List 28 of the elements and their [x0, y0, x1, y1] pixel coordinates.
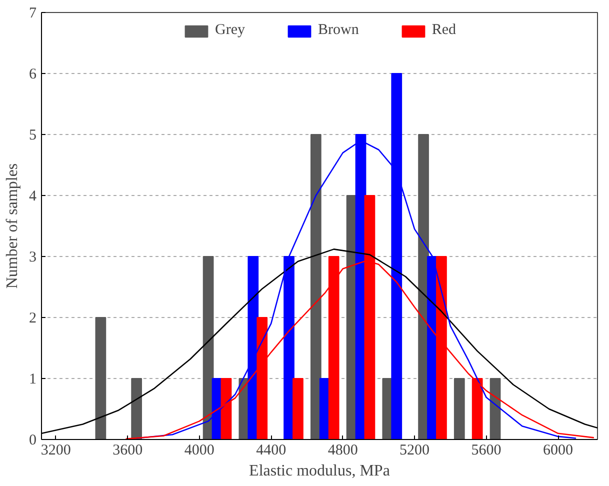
legend-label: Grey [214, 22, 245, 39]
bar [454, 378, 465, 440]
x-tick-label: 4800 [328, 442, 358, 458]
x-tick-label: 4000 [184, 442, 214, 458]
bar [202, 256, 214, 440]
legend-label: Brown [318, 22, 359, 39]
x-axis-title: Elastic modulus, MPa [249, 462, 390, 480]
x-tick-label: 5600 [471, 442, 502, 458]
bar [310, 134, 322, 440]
y-tick-label: 6 [29, 66, 37, 82]
y-tick-label: 7 [29, 6, 37, 22]
x-tick-label: 5200 [400, 442, 430, 458]
y-tick-label: 2 [29, 310, 36, 326]
x-tick-label: 4400 [256, 442, 286, 458]
x-tick-label: 3600 [112, 442, 143, 458]
bar [95, 317, 106, 440]
y-tick-label: 3 [29, 250, 36, 266]
bar [131, 378, 142, 440]
x-tick-label: 3200 [40, 442, 71, 458]
y-tick-label: 4 [29, 188, 37, 204]
y-tick-label: 5 [29, 128, 36, 144]
bar [292, 378, 304, 440]
y-axis-title: Number of samples [4, 163, 21, 289]
bar [490, 378, 501, 440]
y-tick-label: 0 [29, 432, 36, 448]
x-tick-label: 6000 [543, 442, 574, 458]
legend-label: Red [432, 22, 456, 39]
y-tick-label: 1 [29, 372, 36, 388]
